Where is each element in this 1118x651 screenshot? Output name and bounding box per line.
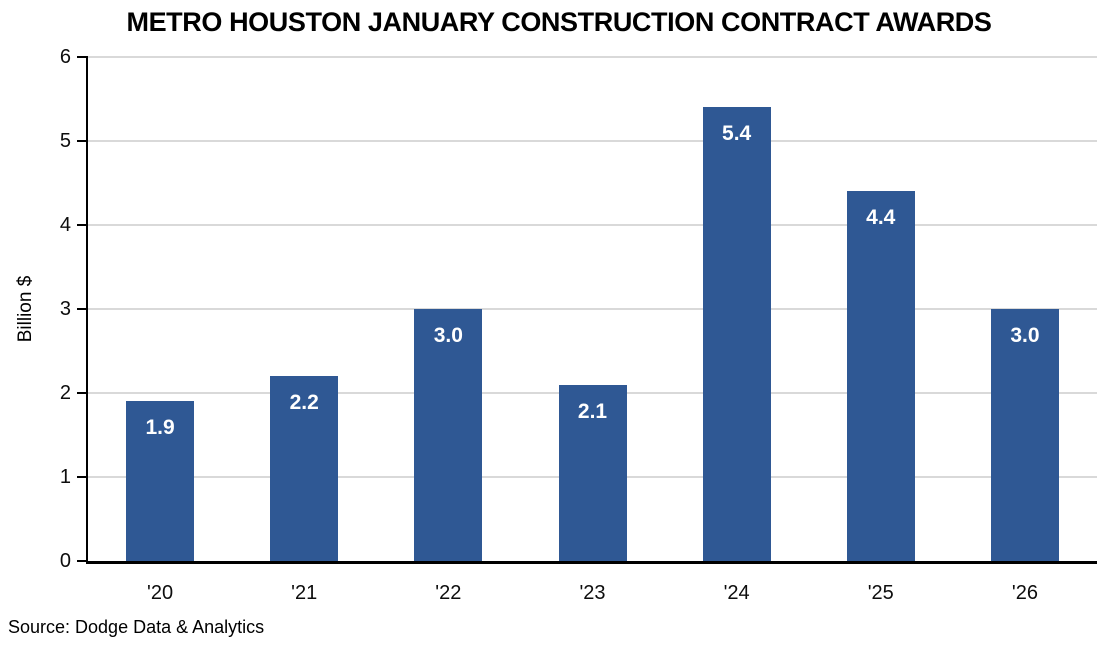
y-tick-mark [77,224,86,227]
bar: 2.1 [558,384,627,561]
y-tick-mark [77,392,86,395]
y-tick-mark [77,476,86,479]
gridline [88,224,1097,227]
bar: 4.4 [846,191,915,561]
bar-value-label: 3.0 [1010,324,1040,347]
x-tick-label: '24 [723,582,750,604]
x-tick-label: '25 [867,582,894,604]
y-tick-label: 4 [59,214,71,237]
bar-value-label: 5.4 [722,122,752,146]
gridline [88,56,1097,58]
y-tick-mark [77,308,86,310]
bar-value-label: 4.4 [866,206,896,230]
y-tick-mark [77,56,86,58]
x-tick-label: '26 [1011,582,1038,604]
bar-value-label: 3.0 [433,324,463,347]
y-tick-label: 6 [59,46,71,68]
x-tick-label: '21 [291,582,318,604]
y-axis-line [86,56,88,561]
bar: 5.4 [702,107,771,561]
y-tick-mark [77,560,86,562]
x-tick-label: '20 [147,582,174,604]
y-tick-label: 2 [59,382,71,405]
bar-value-label: 2.2 [289,391,319,415]
bar: 3.0 [990,309,1059,561]
bar: 3.0 [414,309,483,561]
x-tick-label: '22 [435,582,462,604]
gridline [88,140,1097,142]
source-note: Source: Dodge Data & Analytics [8,617,265,637]
gridline [88,308,1097,310]
bar-value-label: 2.1 [577,399,608,423]
y-tick-label: 0 [59,550,71,572]
y-tick-label: 5 [59,130,71,152]
y-tick-label: 3 [59,298,71,320]
y-tick-mark [77,140,86,142]
plot-area: 0 1 2 3 4 5 6 1.9 '20 2.2 '21 3.0 '22 2.1 '23 5.4 '24 4.4… [60,46,1097,604]
bar: 1.9 [126,401,195,561]
x-tick-label: '23 [579,582,606,604]
bar-value-label: 1.9 [145,416,175,440]
bar: 2.2 [270,376,339,561]
x-axis-line [86,561,1097,564]
y-tick-label: 1 [59,466,71,489]
chart-title: METRO HOUSTON JANUARY CONSTRUCTION CONTR… [126,7,992,37]
